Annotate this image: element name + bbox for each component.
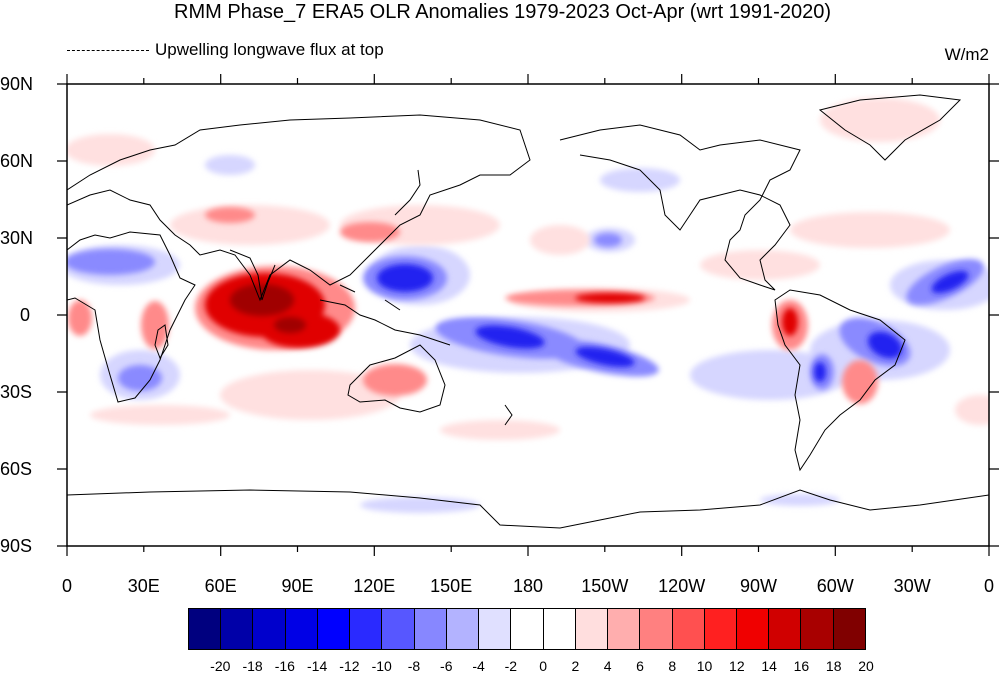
colorbar-swatch	[253, 609, 286, 649]
colorbar-tick-label: -2	[504, 658, 518, 674]
colorbar-swatch	[575, 609, 609, 649]
lon-label-30w: 30W	[893, 576, 931, 596]
lon-label-120w: 120W	[658, 576, 706, 596]
colorbar-swatch	[189, 609, 222, 649]
colorbar-swatch	[511, 609, 544, 649]
colorbar-swatch	[672, 609, 705, 649]
africa-coastline	[67, 231, 196, 403]
southeast-asia-islands	[319, 284, 451, 346]
madagascar-coastline	[154, 324, 169, 360]
south-america-coastline	[774, 289, 906, 472]
axis-ticks	[57, 74, 999, 556]
colorbar-tick-label: -20	[210, 658, 231, 674]
lat-label-60s: 60S	[0, 459, 33, 479]
colorbar-tick-label: 14	[761, 658, 777, 674]
lon-label-30e: 30E	[127, 576, 160, 596]
colorbar-swatch	[736, 609, 770, 649]
india-coastline	[229, 249, 276, 301]
colorbar-tick-label: -10	[371, 658, 392, 674]
colorbar-tick-label: 18	[825, 658, 842, 674]
lat-label-30n: 30N	[0, 228, 34, 248]
lon-label-180: 180	[512, 576, 544, 596]
colorbar-tick-label: 12	[729, 658, 745, 674]
colorbar-swatch	[608, 609, 641, 649]
colorbar-swatch	[479, 609, 512, 649]
lon-label-120e: 120E	[353, 576, 396, 596]
colorbar-swatch	[543, 609, 576, 649]
lat-label-equator: 0	[20, 305, 31, 325]
lon-label-90e: 90E	[281, 576, 314, 596]
japan-coastline	[394, 169, 421, 216]
colorbar-swatch	[221, 609, 254, 649]
anomaly-field	[67, 98, 989, 513]
colorbar	[188, 608, 866, 650]
north-america-coastline	[559, 124, 801, 291]
colorbar-tick-label: 6	[636, 658, 644, 674]
lat-label-90n: 90N	[0, 74, 34, 94]
colorbar-tick-label: -16	[274, 658, 295, 674]
lon-label-90w: 90W	[739, 576, 778, 596]
eurasia-coastline	[67, 114, 531, 302]
colorbar-tick-label: 10	[696, 658, 713, 674]
strong-negative-anomalies	[377, 264, 969, 382]
lon-label-150e: 150E	[430, 576, 473, 596]
colorbar-swatch	[285, 609, 318, 649]
colorbar-swatch	[382, 609, 415, 649]
colorbar-tick-label: 0	[539, 658, 548, 674]
new-zealand-coastline	[504, 404, 513, 426]
lon-label-0: 0	[61, 576, 73, 596]
colorbar-tick-label: -12	[339, 658, 360, 674]
colorbar-swatch	[446, 609, 480, 649]
lon-label-60w: 60W	[816, 576, 854, 596]
colorbar-tick-label: -6	[440, 658, 453, 674]
colorbar-tick-label: -18	[242, 658, 263, 674]
colorbar-tick-label: -14	[307, 658, 328, 674]
australia-coastline	[347, 344, 446, 413]
colorbar-swatch	[769, 609, 802, 649]
units-label: W/m2	[944, 45, 989, 64]
colorbar-swatch	[414, 609, 447, 649]
antarctica-coastline	[67, 489, 989, 529]
lon-label-0-end: 0	[983, 576, 995, 596]
greenland-coastline	[818, 94, 962, 161]
colorbar-swatch	[317, 609, 351, 649]
colorbar-tick-label: 2	[571, 658, 580, 674]
map-title: RMM Phase_7 ERA5 OLR Anomalies 1979-2023…	[174, 1, 831, 23]
colorbar-tick-label: 8	[668, 658, 677, 674]
colorbar-tick-label: -4	[472, 658, 485, 674]
colorbar-swatch	[640, 609, 673, 649]
lat-label-60n: 60N	[0, 151, 34, 171]
lon-label-150w: 150W	[581, 576, 629, 596]
legend-dash-line	[67, 50, 149, 51]
lat-label-30s: 30S	[0, 382, 33, 402]
colorbar-swatch	[801, 609, 834, 649]
colorbar-tick-label: -8	[407, 658, 421, 674]
colorbar-tick-label: 4	[603, 658, 612, 674]
colorbar-tick-label: 20	[858, 658, 874, 674]
colorbar-swatch	[833, 609, 865, 649]
colorbar-swatch	[350, 609, 383, 649]
coastlines	[67, 94, 989, 529]
lat-label-90s: 90S	[0, 536, 33, 556]
colorbar-swatch	[704, 609, 737, 649]
colorbar-tick-label: 16	[793, 658, 810, 674]
lon-label-60e: 60E	[204, 576, 237, 596]
map-subtitle: Upwelling longwave flux at top	[155, 40, 384, 59]
